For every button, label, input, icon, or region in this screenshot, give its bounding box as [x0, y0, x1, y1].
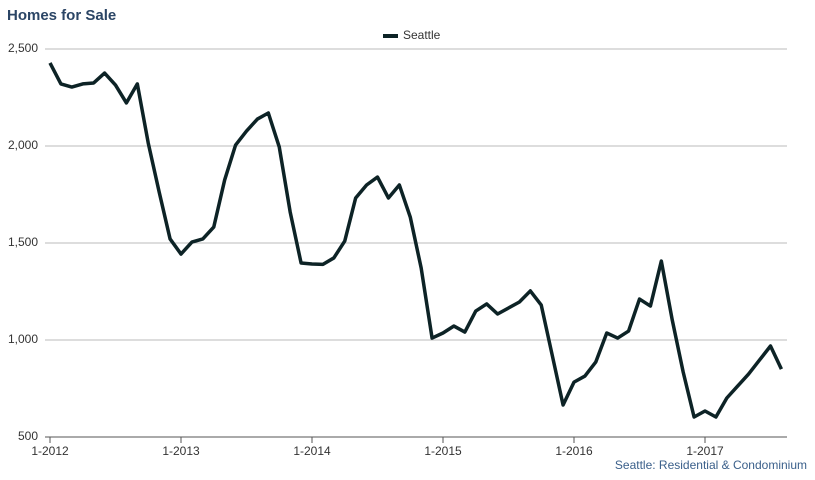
chart-title: Homes for Sale	[7, 7, 116, 24]
legend-label: Seattle	[403, 28, 441, 42]
y-tick-label: 2,000	[8, 138, 38, 152]
x-tick-label: 1-2016	[555, 444, 593, 458]
y-tick-label: 1,500	[8, 235, 38, 249]
y-tick-label: 1,000	[8, 332, 38, 346]
footnote: Seattle: Residential & Condominium	[615, 458, 807, 472]
line-series	[48, 62, 783, 419]
x-tick-label: 1-2014	[293, 444, 331, 458]
y-tick-label: 2,500	[8, 41, 38, 55]
x-tick-label: 1-2017	[686, 444, 724, 458]
x-tick-label: 1-2015	[424, 444, 462, 458]
x-tick-label: 1-2012	[31, 444, 69, 458]
y-tick-label: 500	[18, 429, 38, 443]
x-tick-label: 1-2013	[162, 444, 200, 458]
